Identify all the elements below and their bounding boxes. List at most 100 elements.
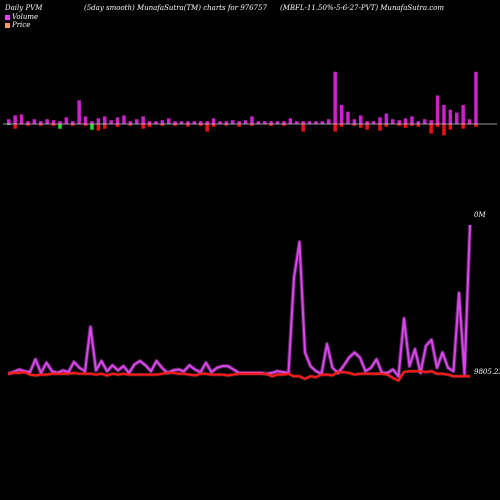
volume-bar-up [269,121,273,124]
volume-bar-up [365,121,369,124]
volume-bar-up [90,121,94,124]
price-line [7,370,470,382]
chart-header-right: (MBFL-11.50%-5-6-27-PVT) MunafaSutra.com [280,4,445,12]
volume-bar-green [90,124,94,130]
volume-bar-down [147,124,152,127]
volume-bars [7,71,478,136]
volume-bar-down [250,124,254,126]
volume-bar-up [211,118,216,124]
volume-bar-down [416,124,421,127]
volume-line [7,224,471,378]
volume-bar-down [26,124,30,126]
volume-bar-down [410,124,414,126]
volume-bar-up [96,118,101,124]
volume-bar-down [51,124,56,126]
volume-bar-up [186,121,190,124]
volume-bar-up [339,105,344,124]
volume-bar-down [115,124,120,127]
volume-bar-down [269,124,273,126]
volume-bar-up [7,119,11,124]
legend-swatch-price [5,22,10,28]
volume-bar-up [403,118,408,124]
volume-bar-down [448,124,453,130]
volume-bar-up [467,119,472,124]
volume-bar-down [205,124,209,132]
volume-bar-up [218,121,222,124]
volume-bar-up [352,119,357,124]
volume-bar-up [455,112,459,124]
volume-bar-down [378,124,382,131]
volume-bar-down [83,124,88,126]
line-series [7,224,472,383]
volume-bar-down [211,124,216,127]
volume-bar-up [461,105,465,124]
volume-bar-up [167,118,171,124]
volume-bar-down [301,124,305,132]
volume-bar-down [352,124,357,126]
volume-bar-up [115,117,120,124]
volume-bar-up [397,120,401,124]
volume-bar-up [371,121,376,124]
volume-bar-up [282,121,286,124]
volume-bar-up [19,114,24,124]
volume-bar-up [109,120,113,124]
legend-item-volume: Volume [5,13,38,21]
volume-bar-down [141,124,145,129]
price-last-label: 9805.23 [474,368,500,376]
legend-label-price: Price [12,21,31,29]
volume-bar-up [410,116,414,124]
volume-bar-up [224,121,229,124]
volume-bar-up [32,119,37,124]
volume-bar-up [435,95,440,124]
volume-bar-up [83,116,88,124]
volume-bar-up [122,115,126,124]
volume-bar-up [359,115,363,124]
volume-bar-up [26,121,30,124]
volume-bar-down [359,124,363,128]
chart-header-left: Daily PVM [5,4,43,12]
volume-bar-up [275,121,280,124]
volume-bar-up [205,121,209,124]
volume-bar-down [224,124,229,126]
volume-bar-up [64,117,69,124]
volume-bar-up [423,119,427,124]
volume-bar-up [135,119,139,124]
volume-bar-down [186,124,190,127]
volume-bar-up [45,119,49,124]
volume-bar-up [327,119,331,124]
volume-bar-down [435,124,440,127]
legend: Volume Price [5,13,38,29]
volume-bar-up [237,121,241,124]
volume-bar-down [160,124,165,126]
volume-bar-up [429,120,433,124]
volume-bar-up [314,121,318,124]
volume-bar-up [346,111,350,124]
volume-bar-up [442,105,446,124]
volume-bar-up [128,121,133,124]
volume-bar-up [154,121,158,124]
volume-bar-down [461,124,465,129]
volume-bar-down [365,124,369,130]
volume-bar-up [384,113,389,124]
volume-bar-up [295,121,299,124]
volume-bar-up [288,118,293,124]
volume-bar-up [141,116,145,124]
volume-max-label: 0M [474,211,486,219]
volume-bar-down [384,124,389,127]
volume-bar-down [103,124,107,129]
volume-bar-up [474,71,478,124]
volume-bar-down [442,124,446,136]
volume-bar-down [39,124,43,126]
volume-bar-up [199,121,203,124]
volume-bar-up [231,120,235,124]
volume-bar-up [160,120,165,124]
volume-bar-down [339,124,344,127]
volume-bar-up [13,115,17,124]
volume-bar-up [192,121,197,124]
volume-bar-up [256,121,261,124]
volume-bar-down [71,124,75,126]
volume-bar-down [199,124,203,126]
volume-bar-up [307,121,312,124]
volume-bar-up [51,120,56,124]
